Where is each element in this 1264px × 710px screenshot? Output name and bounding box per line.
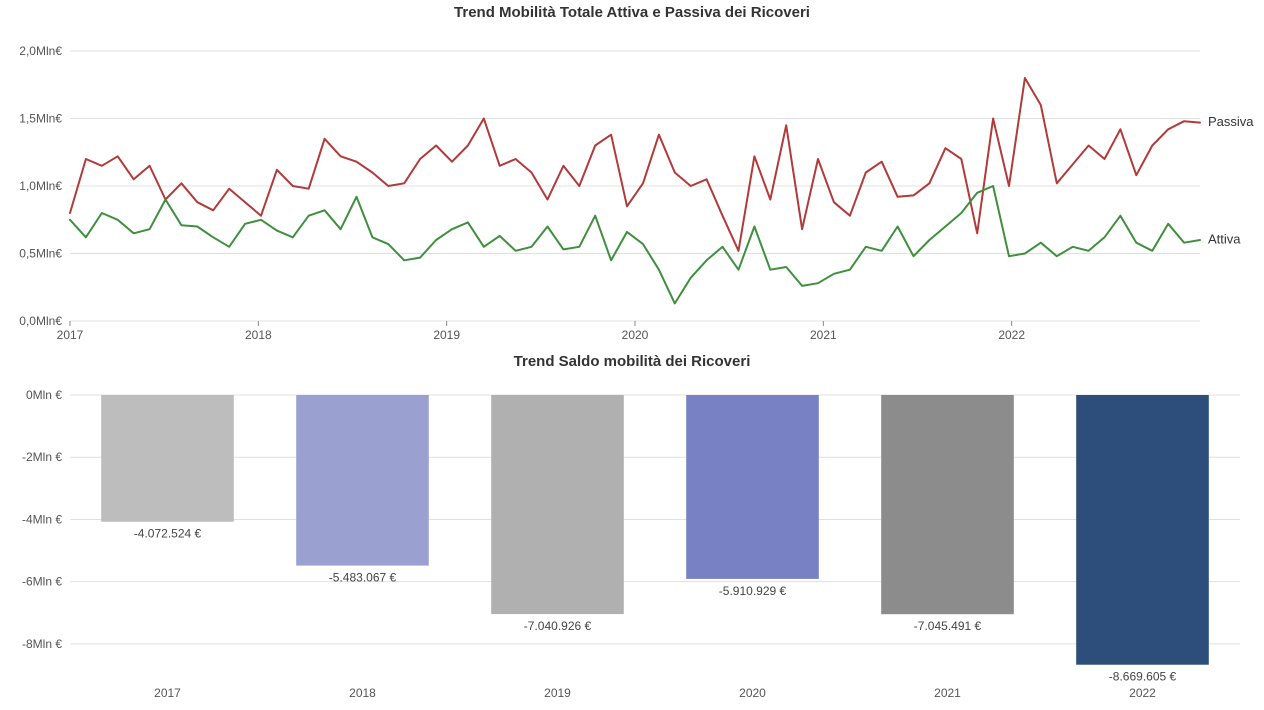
x-tick-label: 2020 [622, 328, 649, 342]
bar-2020 [686, 395, 819, 579]
series-line-attiva [70, 186, 1200, 303]
x-tick-label: 2019 [433, 328, 460, 342]
top-chart-svg: 0,0Mln€ 0,5Mln€ 1,0Mln€ 1,5Mln€ 2,0Mln€ 2017 2… [0, 21, 1264, 351]
x-category-label: 2022 [1129, 686, 1156, 700]
bar-2018 [296, 395, 429, 566]
x-tick-label: 2018 [245, 328, 272, 342]
series-label-passiva: Passiva [1208, 114, 1254, 129]
bar-value-label: -7.045.491 € [914, 619, 982, 633]
y-tick-label: 2,0Mln€ [19, 44, 62, 58]
top-chart-container: Trend Mobilità Totale Attiva e Passiva d… [0, 0, 1264, 351]
y-tick-label: -6Mln € [22, 575, 62, 589]
bar-value-label: -7.040.926 € [524, 619, 592, 633]
bar-value-label: -4.072.524 € [134, 527, 202, 541]
y-tick-label: -4Mln € [22, 512, 62, 526]
y-tick-label: 0,5Mln€ [19, 247, 62, 261]
x-category-label: 2021 [934, 686, 961, 700]
bottom-chart-title: Trend Saldo mobilità dei Ricoveri [0, 351, 1264, 370]
bar-value-label: -8.669.605 € [1109, 670, 1177, 684]
y-tick-label: -8Mln € [22, 637, 62, 651]
bar-value-label: -5.910.929 € [719, 584, 787, 598]
series-label-attiva: Attiva [1208, 231, 1241, 246]
x-category-label: 2018 [349, 686, 376, 700]
bar-2019 [491, 395, 624, 614]
y-tick-label: -2Mln € [22, 450, 62, 464]
y-tick-label: 1,5Mln€ [19, 112, 62, 126]
y-tick-label: 1,0Mln€ [19, 179, 62, 193]
bar-2017 [101, 395, 234, 522]
bottom-chart-svg: 0Mln € -2Mln € -4Mln € -6Mln € -8Mln € -4.072… [0, 370, 1264, 710]
bar-2022 [1076, 395, 1209, 665]
top-chart-title: Trend Mobilità Totale Attiva e Passiva d… [0, 0, 1264, 21]
bottom-chart-container: Trend Saldo mobilità dei Ricoveri 0Mln €… [0, 351, 1264, 710]
x-category-label: 2020 [739, 686, 766, 700]
x-tick-label: 2017 [57, 328, 84, 342]
y-tick-label: 0Mln € [26, 388, 62, 402]
x-tick-label: 2022 [998, 328, 1025, 342]
y-tick-label: 0,0Mln€ [19, 314, 62, 328]
bar-2021 [881, 395, 1014, 614]
x-tick-label: 2021 [810, 328, 837, 342]
bar-value-label: -5.483.067 € [329, 571, 397, 585]
x-category-label: 2017 [154, 686, 181, 700]
x-category-label: 2019 [544, 686, 571, 700]
series-line-passiva [70, 78, 1200, 251]
